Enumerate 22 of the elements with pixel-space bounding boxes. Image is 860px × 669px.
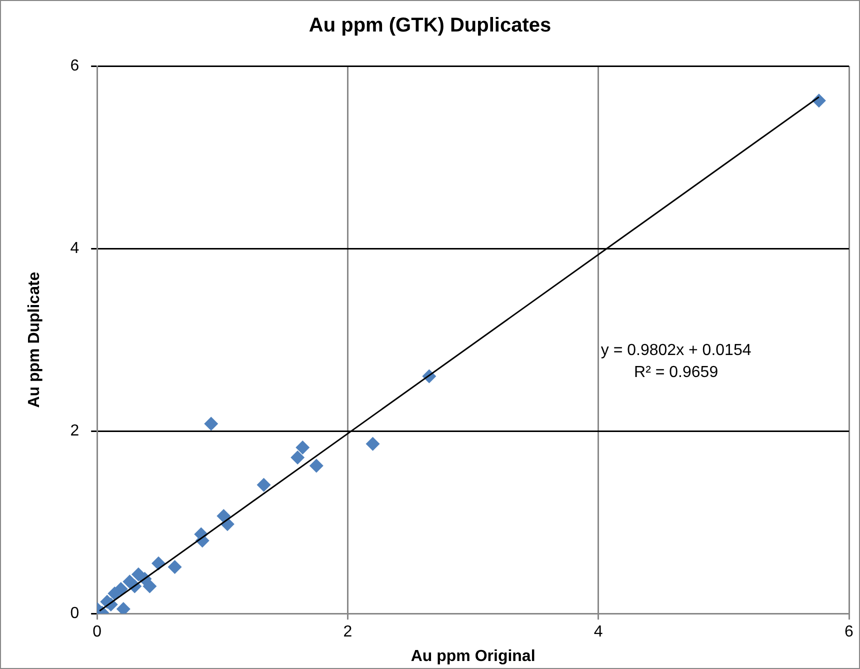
annotation: R² = 0.9659: [634, 364, 718, 382]
point: [168, 560, 182, 574]
y-tick-label: 4: [70, 240, 80, 257]
point: [216, 508, 231, 523]
point: [256, 478, 271, 492]
point: [296, 440, 310, 454]
point: [366, 436, 380, 451]
y-tick-label: 6: [70, 57, 80, 74]
y-axis-title: Au ppm Duplicate: [26, 272, 44, 408]
point: [108, 586, 122, 601]
point: [309, 458, 324, 473]
chart-title: Au ppm (GTK) Duplicates: [308, 14, 552, 37]
x-tick-label: 0: [92, 624, 102, 641]
y-tick-label: 2: [70, 422, 80, 440]
x-tick-label: 6: [844, 624, 854, 641]
point: [290, 450, 305, 465]
x-tick-label: 2: [343, 624, 352, 641]
x-tick-label: 4: [594, 624, 603, 641]
x-axis-title: Au ppm Original: [410, 648, 536, 665]
point: [204, 416, 218, 431]
y-tick-label: 0: [70, 605, 80, 622]
annotation: y = 0.9802x + 0.0154: [600, 342, 752, 360]
